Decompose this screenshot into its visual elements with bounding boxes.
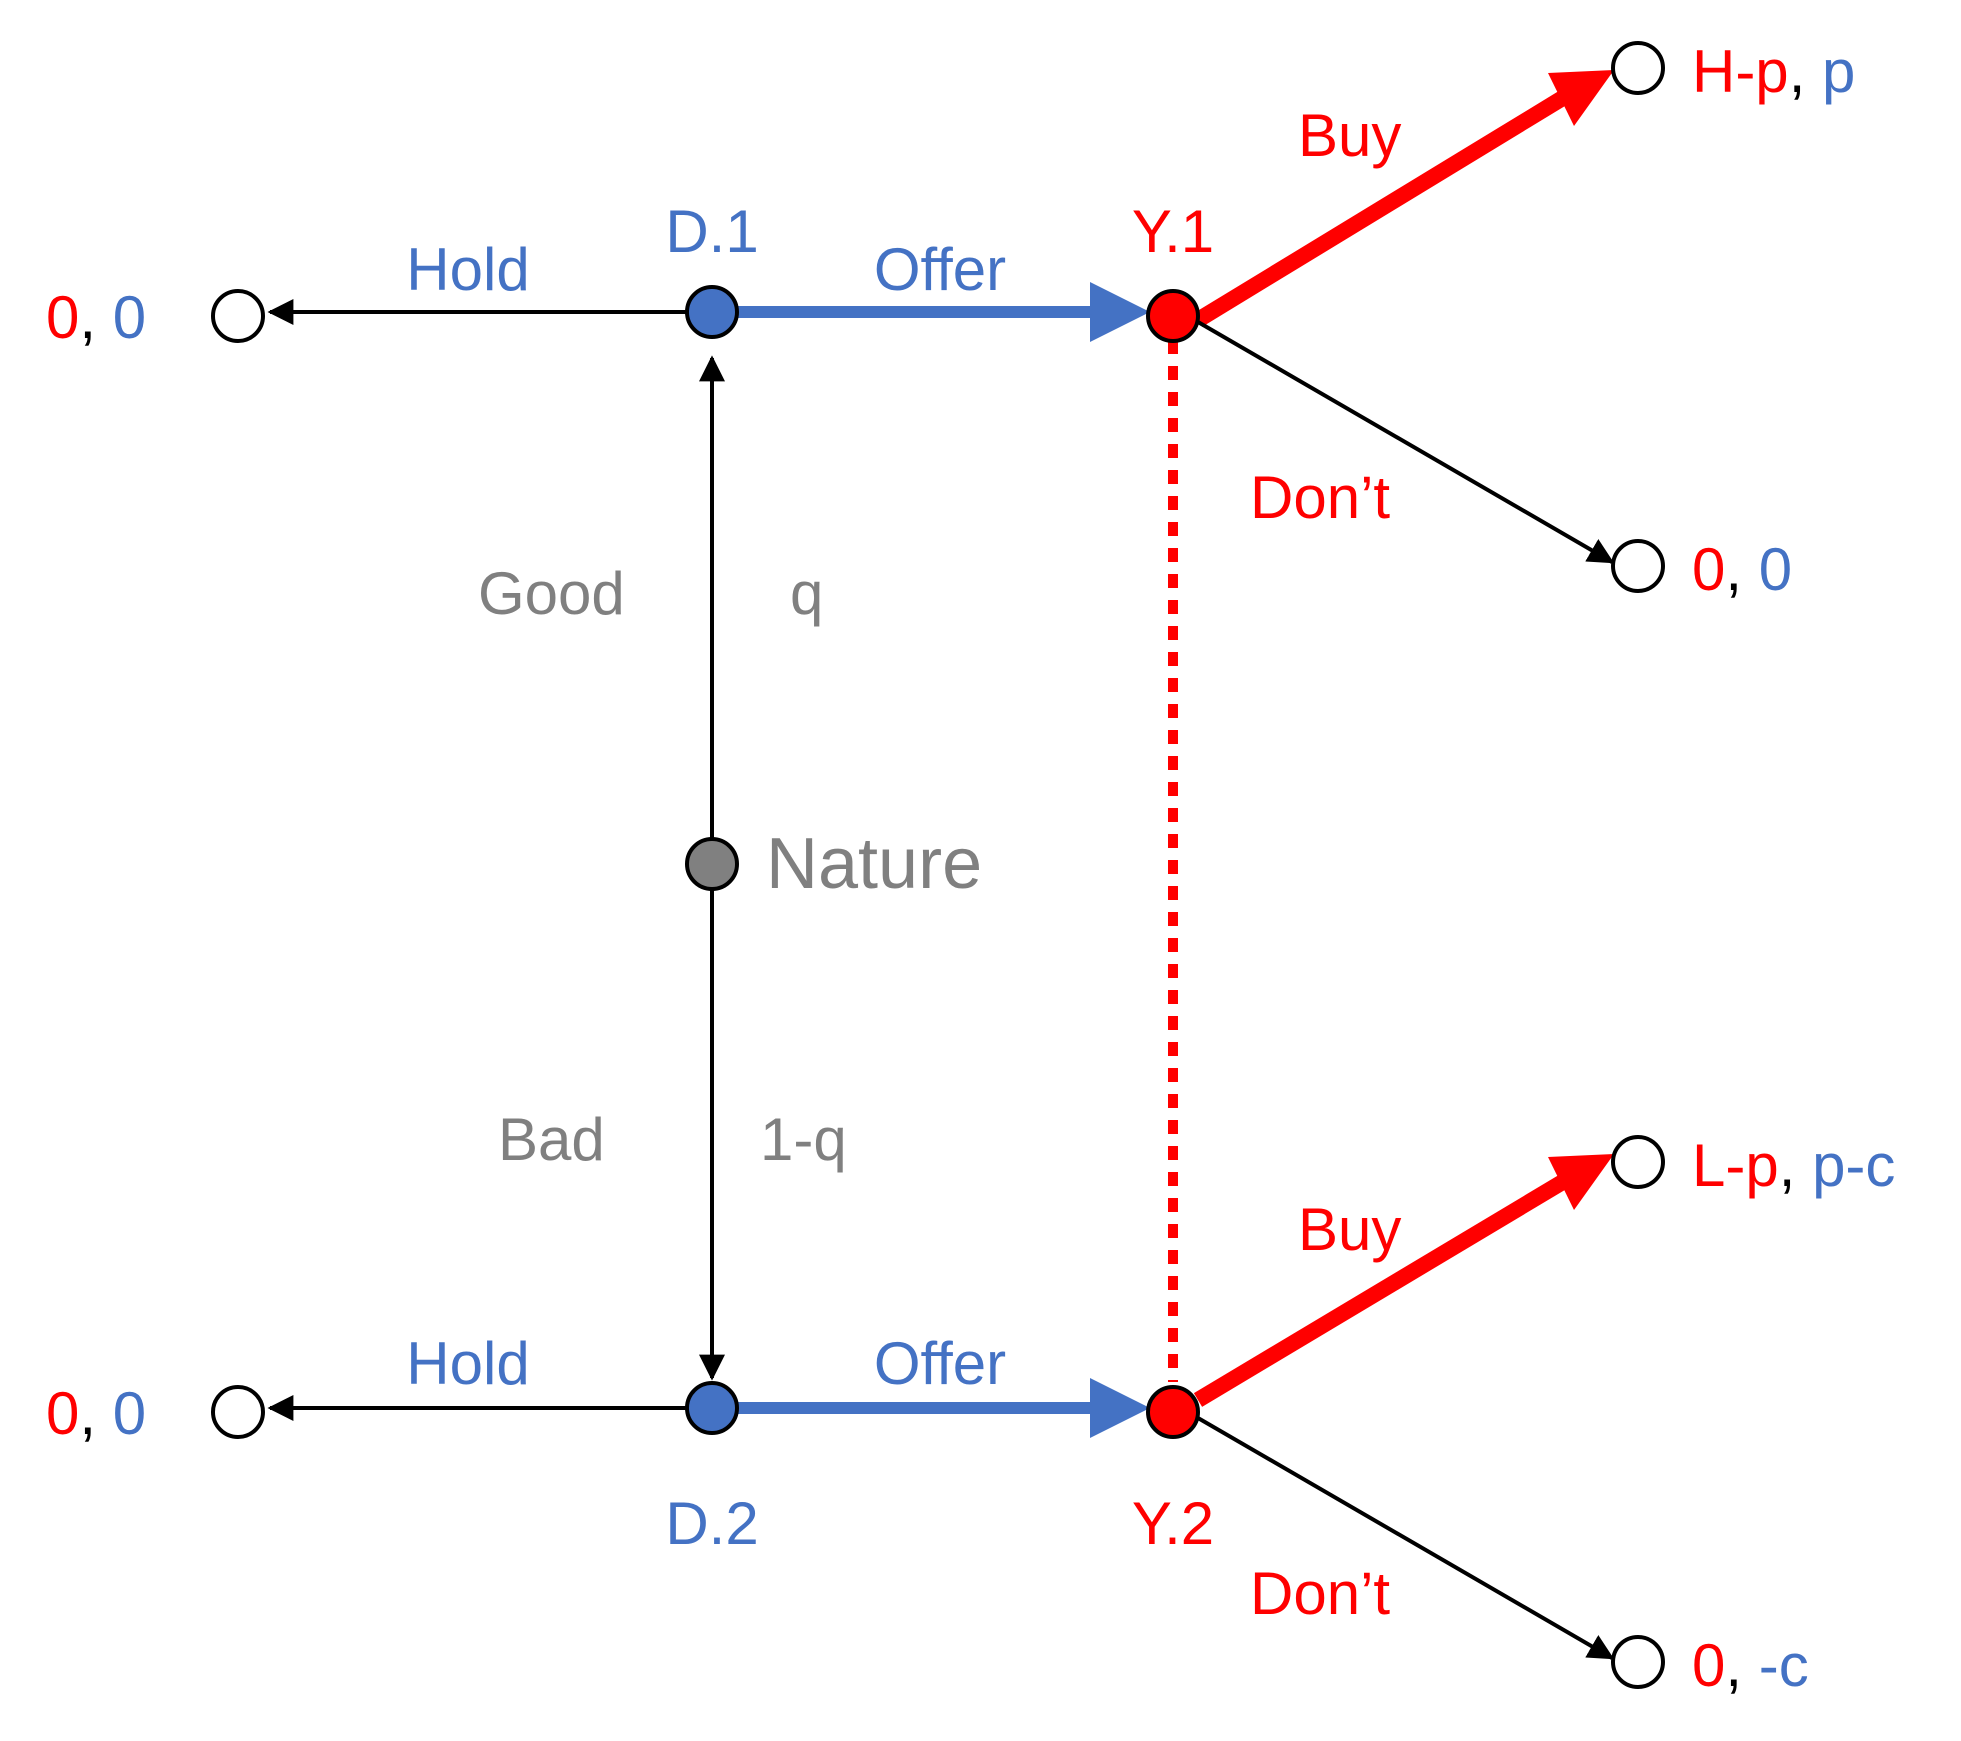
- y2-label: Y.2: [1132, 1490, 1214, 1557]
- y1-label: Y.1: [1132, 198, 1214, 265]
- offer-arrowhead-bottom: [1090, 1378, 1150, 1438]
- buy-arrowhead-top: [1548, 70, 1614, 126]
- nature-label: Nature: [766, 824, 982, 904]
- d1-label: D.1: [665, 198, 758, 265]
- hold-label-top: Hold: [406, 236, 529, 303]
- dont-edge-top: [1196, 320, 1615, 564]
- hold-label-bottom: Hold: [406, 1330, 529, 1397]
- payoff-dont-top-blue: 0: [1759, 536, 1792, 603]
- payoff-dont-bottom: 0, -c: [1692, 1632, 1809, 1699]
- payoff-buy-top-sep: ,: [1789, 38, 1822, 105]
- payoff-hold-bottom-red: 0: [46, 1380, 79, 1447]
- buy-edge-bottom: [1193, 1173, 1571, 1407]
- bad-label: Bad: [498, 1106, 605, 1173]
- payoff-hold-top-red: 0: [46, 284, 79, 351]
- payoff-dont-bottom-sep: ,: [1725, 1632, 1758, 1699]
- payoff-dont-top-red: 0: [1692, 536, 1725, 603]
- payoff-buy-bottom: L-p, p-c: [1692, 1132, 1895, 1199]
- payoff-hold-top-sep: ,: [79, 284, 112, 351]
- payoff-buy-top: H-p, p: [1692, 38, 1855, 105]
- nature-node: [685, 837, 739, 891]
- terminal-hold-top: [211, 289, 265, 343]
- payoff-hold-top-blue: 0: [113, 284, 146, 351]
- payoff-dont-bottom-blue: -c: [1759, 1632, 1809, 1699]
- payoff-dont-bottom-red: 0: [1692, 1632, 1725, 1699]
- d2-label: D.2: [665, 1490, 758, 1557]
- payoff-hold-bottom-sep: ,: [79, 1380, 112, 1447]
- dont-label-top: Don’t: [1250, 464, 1390, 531]
- buy-label-top: Buy: [1298, 102, 1401, 169]
- bad-probability: 1-q: [760, 1106, 847, 1173]
- dont-edge-bottom: [1196, 1416, 1615, 1660]
- payoff-buy-bottom-blue: p-c: [1812, 1132, 1895, 1199]
- payoff-hold-top: 0, 0: [46, 284, 146, 351]
- payoff-buy-bottom-red: L-p: [1692, 1132, 1779, 1199]
- good-probability: q: [790, 560, 823, 627]
- d2-node: [685, 1381, 739, 1435]
- terminal-dont-bottom: [1611, 1635, 1665, 1689]
- terminal-buy-top: [1611, 41, 1665, 95]
- payoff-buy-top-blue: p: [1822, 38, 1855, 105]
- offer-label-top: Offer: [874, 236, 1006, 303]
- buy-arrowhead-bottom: [1548, 1154, 1614, 1210]
- offer-label-bottom: Offer: [874, 1330, 1006, 1397]
- payoff-dont-top: 0, 0: [1692, 536, 1792, 603]
- buy-edge-top: [1193, 89, 1571, 327]
- terminal-dont-top: [1611, 539, 1665, 593]
- payoff-hold-bottom-blue: 0: [113, 1380, 146, 1447]
- offer-arrowhead-top: [1090, 282, 1150, 342]
- payoff-hold-bottom: 0, 0: [46, 1380, 146, 1447]
- d1-node: [685, 285, 739, 339]
- payoff-buy-bottom-sep: ,: [1779, 1132, 1812, 1199]
- y2-node: [1146, 1385, 1200, 1439]
- terminal-buy-bottom: [1611, 1135, 1665, 1189]
- dont-label-bottom: Don’t: [1250, 1560, 1390, 1627]
- good-label: Good: [478, 560, 625, 627]
- payoff-dont-top-sep: ,: [1725, 536, 1758, 603]
- terminal-hold-bottom: [211, 1385, 265, 1439]
- y1-node: [1146, 289, 1200, 343]
- payoff-buy-top-red: H-p: [1692, 38, 1789, 105]
- buy-label-bottom: Buy: [1298, 1196, 1401, 1263]
